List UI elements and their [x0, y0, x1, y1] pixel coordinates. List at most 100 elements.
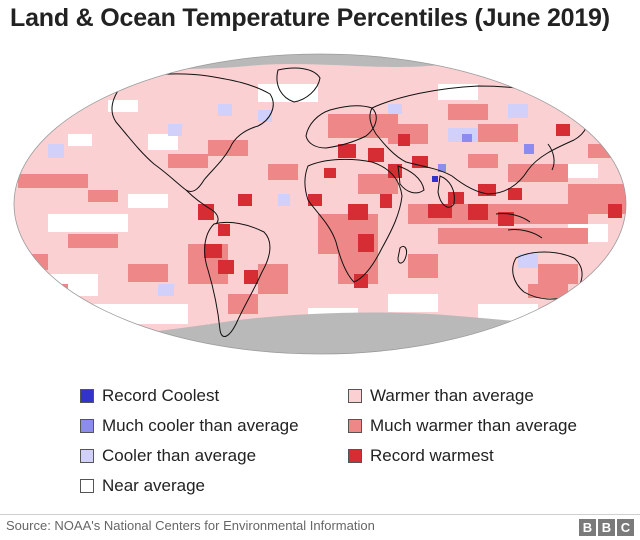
legend-item-cooler: Cooler than average: [80, 445, 256, 467]
legend-label: Much warmer than average: [370, 416, 577, 435]
anomaly-cell: [388, 294, 438, 312]
bbc-logo: B B C: [579, 519, 634, 536]
anomaly-cell: [218, 224, 230, 236]
anomaly-cell: [68, 234, 118, 248]
anomaly-cell: [388, 104, 402, 114]
logo-letter: B: [579, 519, 596, 536]
anomaly-cell: [278, 194, 290, 206]
anomaly-cell: [448, 192, 464, 204]
anomaly-cell: [128, 264, 168, 282]
legend-swatch: [348, 389, 362, 403]
antarctica-no-data: [14, 312, 626, 354]
anomaly-cell: [258, 84, 318, 102]
legend-item-much-cooler: Much cooler than average: [80, 415, 299, 437]
anomaly-cell: [218, 260, 234, 274]
map-svg: [13, 53, 627, 355]
anomaly-cell: [18, 174, 88, 188]
anomaly-cell: [524, 144, 534, 154]
anomaly-cell: [568, 164, 598, 178]
anomaly-cell: [198, 204, 214, 220]
anomaly-cell: [438, 84, 478, 100]
anomaly-cell: [508, 104, 528, 118]
anomaly-cell: [348, 204, 368, 220]
anomaly-cell: [518, 254, 538, 268]
anomaly-cell: [448, 104, 488, 120]
anomaly-cell: [258, 264, 288, 294]
legend-item-record-coolest: Record Coolest: [80, 385, 219, 407]
source-note: Source: NOAA's National Centers for Envi…: [6, 518, 375, 533]
anomaly-cell: [204, 244, 222, 258]
anomaly-cell: [358, 174, 398, 194]
legend-swatch: [80, 389, 94, 403]
legend-label: Warmer than average: [370, 386, 534, 405]
anomaly-cell: [258, 110, 272, 122]
anomaly-cell: [428, 204, 452, 218]
anomaly-cell: [508, 164, 568, 182]
anomaly-cell: [268, 164, 298, 180]
legend-label: Record Coolest: [102, 386, 220, 405]
anomaly-cell: [380, 194, 392, 208]
anomaly-cell: [218, 104, 232, 116]
anomaly-cell: [556, 124, 570, 136]
anomaly-cell: [48, 214, 128, 232]
anomaly-cell: [324, 168, 336, 178]
anomaly-cell: [358, 234, 374, 252]
anomaly-cell: [368, 148, 384, 162]
legend-label: Record warmest: [370, 446, 494, 465]
anomaly-cell: [548, 324, 588, 336]
legend-swatch: [80, 449, 94, 463]
anomaly-cell: [228, 294, 258, 314]
map-outline: [13, 53, 627, 355]
anomaly-cell: [432, 176, 438, 182]
legend-item-warmer: Warmer than average: [348, 385, 534, 407]
legend-swatch: [348, 449, 362, 463]
anomaly-cell: [48, 144, 64, 158]
anomaly-cell: [528, 284, 568, 298]
anomaly-cell: [568, 104, 584, 116]
anomaly-cell: [88, 190, 118, 202]
legend-label: Near average: [102, 476, 206, 495]
coastlines: [111, 67, 606, 338]
anomaly-cell: [398, 134, 410, 146]
anomaly-cell: [128, 194, 168, 208]
logo-letter: C: [617, 519, 634, 536]
anomaly-cell: [412, 156, 428, 168]
anomaly-cell: [408, 254, 438, 278]
anomaly-cell: [338, 144, 356, 158]
anomaly-cell: [244, 270, 258, 284]
footer-divider: [0, 514, 640, 515]
anomaly-cell: [438, 228, 588, 244]
legend-swatch: [80, 419, 94, 433]
anomaly-cell: [168, 124, 182, 136]
anomaly-cell: [208, 140, 248, 156]
anomaly-cell: [14, 254, 48, 270]
anomaly-cell: [498, 212, 514, 226]
legend-item-much-warmer: Much warmer than average: [348, 415, 577, 437]
anomaly-cell: [148, 134, 178, 150]
anomaly-cell: [238, 194, 252, 206]
anomaly-cell: [328, 114, 398, 138]
legend-item-near-average: Near average: [80, 475, 205, 497]
logo-letter: B: [598, 519, 615, 536]
anomaly-cell: [438, 164, 446, 172]
legend-item-record-warmest: Record warmest: [348, 445, 494, 467]
anomaly-cell: [308, 194, 322, 206]
anomaly-cell: [108, 100, 138, 112]
anomaly-cell: [508, 188, 522, 200]
legend-swatch: [348, 419, 362, 433]
anomaly-cell: [462, 134, 472, 142]
anomaly-cell: [478, 124, 518, 142]
anomaly-cell: [608, 204, 622, 218]
anomaly-cell: [538, 264, 578, 284]
anomaly-cell: [354, 274, 368, 288]
anomaly-cell: [388, 164, 402, 178]
anomaly-cell: [468, 204, 488, 220]
anomaly-cell: [48, 310, 62, 322]
anomaly-cell: [588, 144, 618, 158]
legend-label: Much cooler than average: [102, 416, 299, 435]
anomaly-cell: [568, 300, 582, 312]
chart-title: Land & Ocean Temperature Percentiles (Ju…: [10, 4, 610, 32]
anomaly-cell: [568, 184, 626, 214]
legend: Record Coolest Much cooler than average …: [0, 384, 640, 504]
anomaly-cell: [168, 154, 208, 168]
